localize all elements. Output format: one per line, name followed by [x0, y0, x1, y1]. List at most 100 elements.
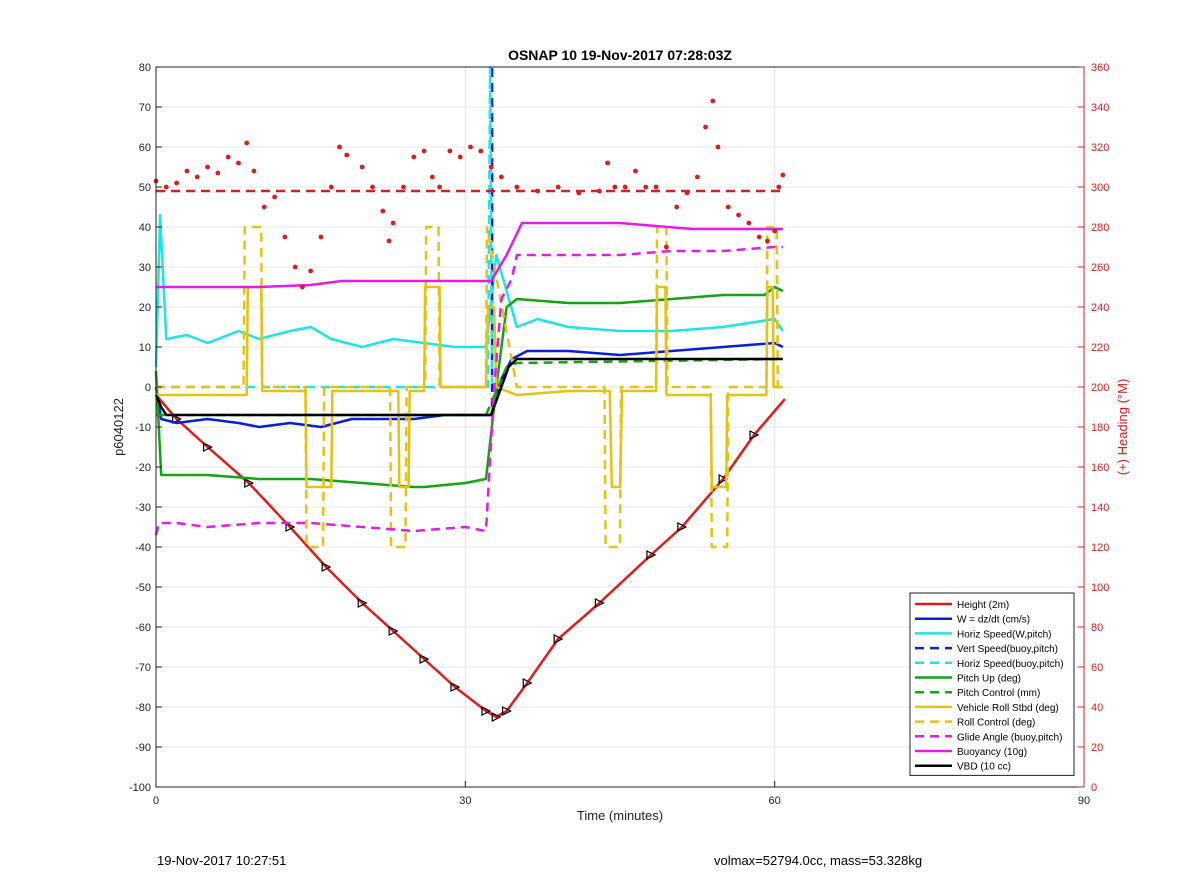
heading-point [308, 268, 314, 274]
y-axis-label-right: (+) Heading (°M) [1115, 379, 1130, 476]
footer-info: volmax=52794.0cc, mass=53.328kg [714, 853, 923, 868]
y-left-tick-label: -70 [135, 662, 151, 674]
heading-point [576, 190, 582, 196]
y-left-tick-label: -10 [135, 422, 151, 434]
heading-point [386, 238, 392, 244]
series-line-pitch-up-deg [154, 285, 784, 489]
legend-label: Buoyancy (10g) [957, 747, 1027, 758]
series-line-horiz-speed-buoy-pitch [156, 65, 494, 389]
height-marker [388, 626, 399, 636]
series-line-glide-angle-buoy-pitch [154, 245, 783, 536]
heading-point [359, 164, 365, 170]
y-right-tick-label: 0 [1091, 782, 1097, 794]
heading-point [318, 234, 324, 240]
legend: Height (2m) W = dz/dt (cm/s) Horiz Speed(W… [909, 592, 1075, 776]
y-right-tick-label: 180 [1091, 422, 1109, 434]
height-marker [450, 682, 461, 692]
y-right-tick-label: 140 [1091, 502, 1109, 514]
y-right-tick-label: 300 [1091, 182, 1109, 194]
heading-point [421, 148, 427, 154]
y-left-tick-label: -30 [135, 502, 151, 514]
heading-point [653, 184, 659, 190]
y-left-tick-label: 40 [139, 222, 151, 234]
heading-point [643, 184, 649, 190]
height-marker [501, 706, 512, 716]
legend-label: Vert Speed(buoy,pitch) [957, 644, 1058, 655]
height-marker [677, 522, 688, 532]
heading-point [380, 208, 386, 214]
heading-point [710, 98, 716, 104]
heading-point [596, 188, 602, 194]
heading-point [411, 154, 417, 160]
y-right-tick-label: 340 [1091, 102, 1109, 114]
series-layer [153, 65, 786, 722]
heading-point [468, 144, 473, 150]
heading-point [272, 194, 277, 200]
heading-point [756, 234, 762, 240]
heading-point [633, 168, 638, 174]
heading-point [535, 188, 540, 194]
heading-point [514, 184, 520, 190]
y-right-tick-label: 260 [1091, 262, 1109, 274]
legend-box [909, 592, 1075, 776]
y-right-tick-label: 80 [1091, 622, 1103, 634]
height-marker [172, 414, 182, 424]
heading-point [736, 212, 741, 218]
axis-ticks: 0 30 60 90-100-90-80-70-60-50-40-30-20-1001… [129, 62, 1109, 807]
y-right-tick-label: 20 [1091, 742, 1103, 754]
series-line-pitch-control-mm [156, 357, 783, 417]
height-marker [718, 474, 729, 484]
heading-point [684, 190, 690, 196]
heading-point [184, 168, 190, 174]
legend-label: Vehicle Roll Stbd (deg) [957, 703, 1059, 714]
heading-point [780, 172, 786, 178]
height-marker [522, 678, 533, 688]
x-tick-label: 90 [1078, 795, 1090, 807]
x-tick-label: 0 [153, 795, 159, 807]
heading-point [163, 184, 169, 190]
height-marker [749, 430, 760, 440]
height-marker [419, 654, 430, 664]
y-left-tick-label: 50 [139, 182, 151, 194]
heading-point [300, 284, 305, 290]
y-right-tick-label: 100 [1091, 582, 1109, 594]
legend-label: Pitch Up (deg) [957, 674, 1021, 685]
heading-point [205, 164, 210, 170]
heading-point [664, 244, 669, 250]
legend-label: Pitch Control (mm) [957, 688, 1040, 699]
y-left-tick-label: -40 [135, 542, 151, 554]
height-marker [491, 712, 502, 722]
legend-label: Horiz Speed(W,pitch) [957, 629, 1051, 640]
y-left-tick-label: 80 [139, 62, 151, 74]
heading-point [344, 152, 350, 158]
series-line-vbd-10-cc [154, 357, 783, 417]
y-left-tick-label: -60 [135, 622, 151, 634]
y-left-tick-label: 60 [139, 142, 151, 154]
heading-point [488, 164, 494, 170]
y-right-tick-label: 280 [1091, 222, 1109, 234]
heading-point [261, 204, 267, 210]
legend-label: Height (2m) [957, 600, 1009, 611]
y-right-tick-label: 240 [1091, 302, 1109, 314]
heading-point [457, 154, 463, 160]
y-left-tick-label: -20 [135, 462, 151, 474]
heading-point [337, 144, 342, 150]
y-left-tick-label: -50 [135, 582, 151, 594]
heading-point [328, 184, 334, 190]
y-right-tick-label: 360 [1091, 62, 1109, 74]
heading-point [765, 238, 770, 244]
heading-point [499, 174, 504, 180]
heading-point [725, 204, 731, 210]
y-left-tick-label: -90 [135, 742, 151, 754]
heading-point [437, 184, 442, 190]
y-right-tick-label: 120 [1091, 542, 1109, 554]
chart-title: OSNAP 10 19-Nov-2017 07:28:03Z [508, 47, 732, 63]
y-left-tick-label: -80 [135, 702, 151, 714]
y-left-tick-label: -100 [129, 782, 151, 794]
heading-point [244, 140, 250, 146]
heading-point [674, 204, 680, 210]
heading-point [251, 168, 257, 174]
heading-point [370, 184, 375, 190]
series-line-horiz-speed-w-pitch [154, 213, 784, 368]
